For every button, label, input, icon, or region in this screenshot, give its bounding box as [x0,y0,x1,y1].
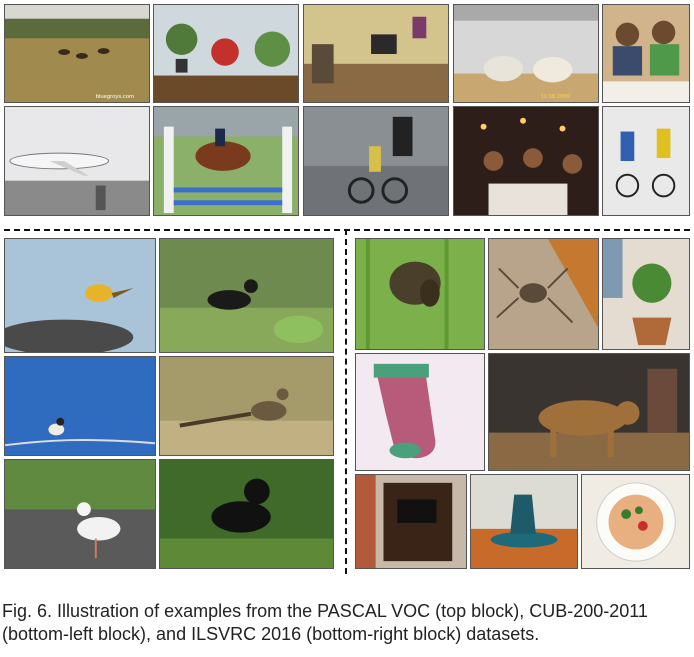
block-divider-horizontal [4,229,690,231]
photo-blackbird-moss [159,459,334,569]
photo-office-desk [303,4,449,103]
figure-caption: Fig. 6. Illustration of examples from th… [2,601,648,644]
photo-stamp: 11.08.2009 [541,94,570,100]
photo-christmas-stocking [355,353,485,471]
photo-butterfly [355,238,485,350]
photo-cyclists-race [602,106,690,216]
photo-terrier-dog [488,353,690,471]
photo-sheep-trailer: 11.08.2009 [453,4,599,103]
photo-teal-pitcher [470,474,578,569]
photo-airplane [4,106,150,216]
photo-entertainment-center [355,474,467,569]
photo-roadrunner [159,356,334,456]
block-divider-vertical [345,229,347,574]
photo-people-dining [602,4,690,103]
photo-bird-on-wire [4,356,156,456]
photo-tarantula [488,238,599,350]
photo-cyclist-motion [303,106,449,216]
photo-horses-field: bluegroys.com [4,4,150,103]
photo-yellow-bird-rock [4,238,156,353]
photo-restaurant-table [453,106,599,216]
photo-soup-bowl [581,474,690,569]
photo-black-bird-grass [159,238,334,353]
photo-gull [4,459,156,569]
watermark: bluegroys.com [96,94,134,100]
photo-tomato-plant [602,238,690,350]
photo-horse-jumping [153,106,299,216]
photo-potted-plants [153,4,299,103]
